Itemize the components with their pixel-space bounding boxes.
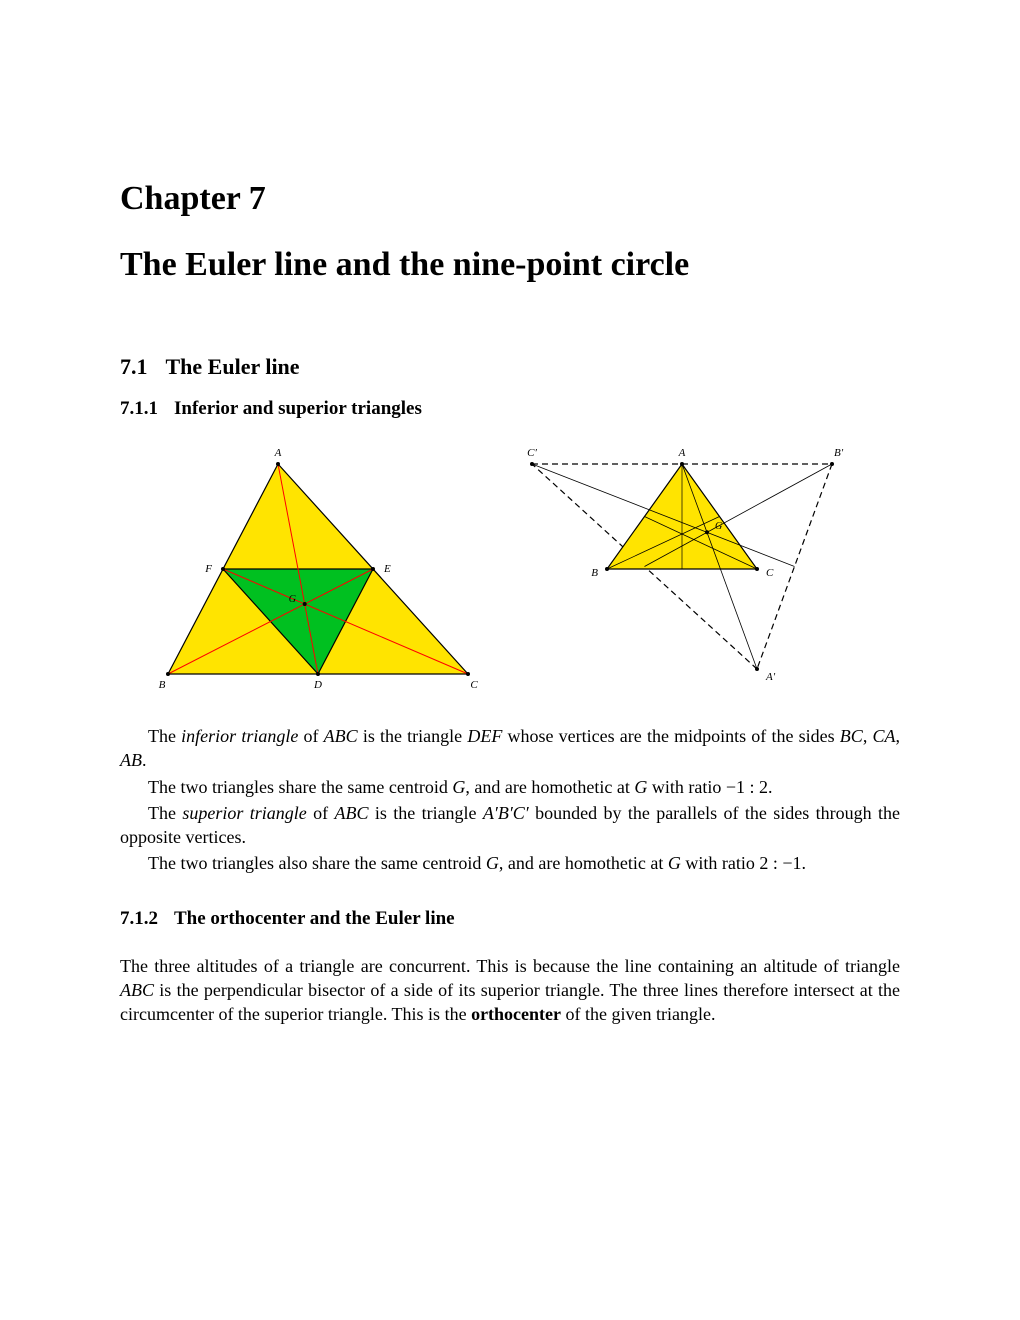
svg-text:G: G xyxy=(715,521,722,532)
section-7-1-heading: 7.1 The Euler line xyxy=(120,354,900,380)
svg-text:D: D xyxy=(313,679,322,691)
svg-text:E: E xyxy=(383,563,391,575)
svg-text:A: A xyxy=(678,447,686,459)
section-title: The Euler line xyxy=(166,354,300,379)
svg-text:C: C xyxy=(766,567,774,579)
svg-text:C: C xyxy=(470,679,478,691)
chapter-label: Chapter 7 xyxy=(120,180,900,218)
paragraph-1: The inferior triangle of ABC is the tria… xyxy=(120,724,900,773)
subsection-title: Inferior and superior triangles xyxy=(174,398,422,419)
paragraph-5: The three altitudes of a triangle are co… xyxy=(120,954,900,1027)
svg-text:B: B xyxy=(591,567,598,579)
chapter-title: The Euler line and the nine-point circle xyxy=(120,246,900,284)
svg-text:C′: C′ xyxy=(527,447,537,459)
section-number: 7.1 xyxy=(120,354,148,379)
subsection-title: The orthocenter and the Euler line xyxy=(174,908,455,929)
svg-text:A′: A′ xyxy=(765,671,776,683)
subsection-number: 7.1.1 xyxy=(120,398,158,419)
inferior-triangle-figure: A B C D E F G xyxy=(148,444,508,694)
svg-text:B: B xyxy=(159,679,166,691)
subsection-number: 7.1.2 xyxy=(120,908,158,929)
svg-text:B′: B′ xyxy=(834,447,844,459)
paragraph-4: The two triangles also share the same ce… xyxy=(120,851,900,875)
superior-triangle-figure: C′ A B′ B C A′ G xyxy=(512,444,872,694)
subsection-7-1-2-heading: 7.1.2 The orthocenter and the Euler line xyxy=(120,908,900,930)
svg-text:G: G xyxy=(289,594,296,605)
subsection-7-1-1-heading: 7.1.1 Inferior and superior triangles xyxy=(120,398,900,420)
paragraph-2: The two triangles share the same centroi… xyxy=(120,775,900,799)
svg-text:F: F xyxy=(204,563,212,575)
paragraph-3: The superior triangle of ABC is the tria… xyxy=(120,801,900,850)
svg-text:A: A xyxy=(274,447,282,459)
figure-row: A B C D E F G xyxy=(120,444,900,694)
